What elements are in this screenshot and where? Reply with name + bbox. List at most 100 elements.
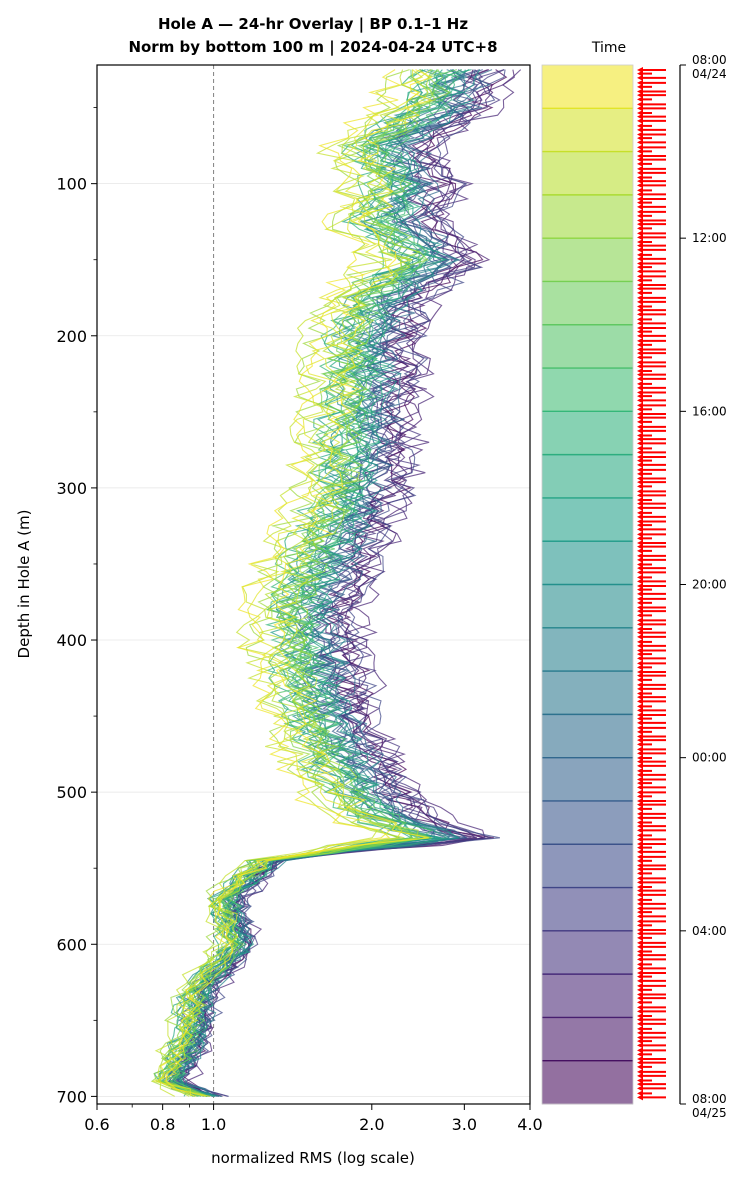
- time-arrow-head: [637, 418, 643, 425]
- y-tick-label: 200: [56, 327, 87, 346]
- time-arrow-head: [637, 470, 643, 477]
- series-line: [174, 69, 470, 1097]
- grid: [97, 183, 530, 1097]
- colorbar-band: [542, 238, 633, 282]
- time-arrow-head: [637, 445, 643, 452]
- time-arrow-head: [637, 436, 643, 443]
- y-tick-label: 300: [56, 479, 87, 498]
- time-arrow-head: [637, 617, 643, 624]
- time-arrow-head: [637, 827, 643, 834]
- time-arrow-head: [637, 531, 643, 538]
- x-tick-label: 0.6: [84, 1115, 109, 1134]
- time-arrow-head: [637, 578, 643, 585]
- time-arrow-head: [637, 918, 643, 925]
- time-arrow-head: [637, 298, 643, 305]
- colorbar-band: [542, 800, 633, 845]
- series-line: [169, 69, 505, 1097]
- time-arrow-head: [637, 273, 643, 280]
- time-arrow-head: [637, 380, 643, 387]
- time-arrow-head: [637, 1085, 643, 1092]
- time-axis-ticks: 08:0004/2412:0016:0020:0000:0004:0008:00…: [680, 53, 727, 1120]
- time-arrow-head: [637, 191, 643, 198]
- time-arrow-head: [637, 724, 643, 731]
- time-arrow-head: [637, 96, 643, 103]
- y-tick-label: 500: [56, 783, 87, 802]
- time-arrow-head: [637, 703, 643, 710]
- plot-area-frame: [96, 64, 531, 1105]
- time-arrow-head: [637, 780, 643, 787]
- colorbar-band: [542, 194, 633, 239]
- time-arrow-head: [637, 660, 643, 667]
- time-arrow-head: [637, 221, 643, 228]
- series-line: [154, 69, 404, 1097]
- time-arrow-head: [637, 844, 643, 851]
- time-arrow-head: [637, 135, 643, 142]
- time-arrow-head: [637, 900, 643, 907]
- colorbar-band: [542, 151, 633, 196]
- time-arrow-head: [637, 685, 643, 692]
- series-line: [177, 69, 473, 1097]
- time-tick-label: 12:00: [692, 231, 727, 245]
- colorbar-band: [542, 497, 633, 542]
- time-arrow-head: [637, 406, 643, 413]
- time-arrow-head: [637, 1081, 643, 1088]
- time-arrow-head: [637, 552, 643, 559]
- colorbar-band: [542, 454, 633, 499]
- time-arrow-head: [637, 354, 643, 361]
- series-line: [161, 69, 452, 1097]
- time-arrow-head: [637, 117, 643, 124]
- time-arrow-head: [637, 965, 643, 972]
- time-arrow-head: [637, 492, 643, 499]
- time-arrow-head: [637, 1063, 643, 1070]
- series-line: [175, 69, 505, 1097]
- time-arrow-head: [637, 320, 643, 327]
- time-arrow-head: [637, 1094, 643, 1101]
- series-line: [170, 69, 462, 1097]
- series-line: [184, 69, 522, 1097]
- time-arrow-head: [637, 509, 643, 516]
- time-arrow-head: [637, 543, 643, 550]
- time-arrow-head: [637, 371, 643, 378]
- colorbar-band: [542, 324, 633, 369]
- time-arrow-head: [637, 504, 643, 511]
- time-arrow-head: [637, 1020, 643, 1027]
- time-arrow-head: [637, 466, 643, 473]
- colorbar-band: [542, 974, 633, 1018]
- y-tick-label: 600: [56, 935, 87, 954]
- time-arrow-head: [637, 535, 643, 542]
- time-arrow-head: [637, 1029, 643, 1036]
- time-arrow-head: [637, 74, 643, 81]
- time-arrow-head: [637, 698, 643, 705]
- time-arrow-head: [637, 1072, 643, 1079]
- time-arrow-head: [637, 294, 643, 301]
- time-arrow-head: [637, 746, 643, 753]
- time-arrow-head: [637, 160, 643, 167]
- time-arrow-head: [637, 148, 643, 155]
- time-arrow-head: [637, 1008, 643, 1015]
- time-arrow-head: [637, 999, 643, 1006]
- time-arrow-head: [637, 113, 643, 120]
- time-arrow-head: [637, 277, 643, 284]
- time-arrow-head: [637, 203, 643, 210]
- x-tick-label: 2.0: [359, 1115, 384, 1134]
- time-arrow-head: [637, 83, 643, 90]
- time-arrow-head: [637, 289, 643, 296]
- x-axis-label: normalized RMS (log scale): [211, 1149, 415, 1167]
- time-arrow-head: [637, 513, 643, 520]
- time-arrow-head: [637, 939, 643, 946]
- time-arrow-head: [637, 139, 643, 146]
- time-arrow-head: [637, 178, 643, 185]
- time-arrow-head: [637, 879, 643, 886]
- time-arrow-head: [637, 165, 643, 172]
- time-arrow-head: [637, 728, 643, 735]
- time-arrow-head: [637, 350, 643, 357]
- time-arrow-head: [637, 848, 643, 855]
- time-arrow-head: [637, 311, 643, 318]
- time-arrow-head: [637, 169, 643, 176]
- time-arrow-head: [637, 767, 643, 774]
- colorbar-bands: [542, 65, 633, 1105]
- time-tick-label: 00:00: [692, 751, 727, 765]
- time-arrow-head: [637, 930, 643, 937]
- time-arrow-head: [637, 887, 643, 894]
